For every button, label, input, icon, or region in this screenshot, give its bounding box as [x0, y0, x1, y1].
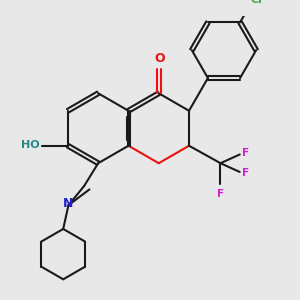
- Text: N: N: [63, 197, 74, 210]
- Text: O: O: [154, 52, 165, 64]
- Text: HO: HO: [21, 140, 40, 150]
- Text: F: F: [242, 148, 249, 158]
- Text: F: F: [242, 168, 249, 178]
- Text: F: F: [217, 189, 224, 200]
- Text: Cl: Cl: [250, 0, 262, 5]
